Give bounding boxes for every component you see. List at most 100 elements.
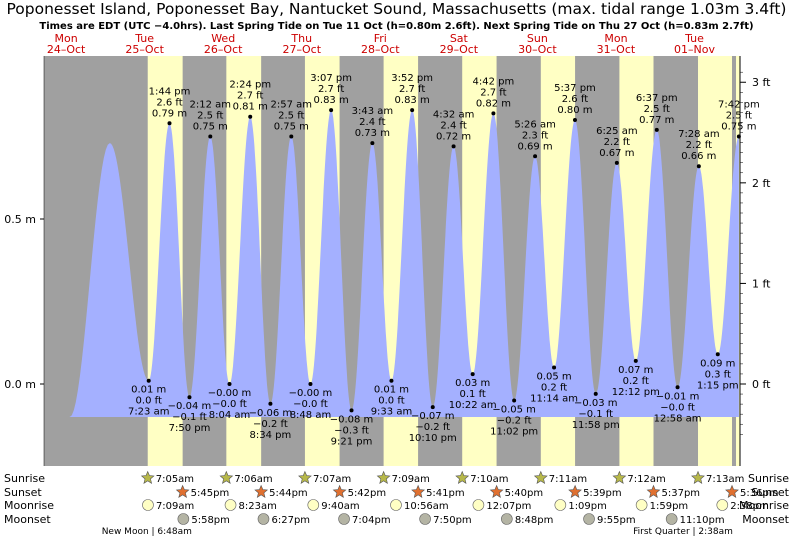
low-tide-meters: 0.01 m (374, 385, 409, 396)
moonset-time-label: 8:48pm (515, 515, 554, 526)
low-tide-meters: −0.01 m (656, 391, 700, 402)
row-label-sunrise: Sunrise (4, 472, 45, 485)
high-tide-time: 4:32 am (433, 109, 475, 120)
high-tide-feet: 2.4 ft (359, 117, 385, 128)
low-tide-feet: −0.2 ft (415, 422, 450, 433)
day-of-week-label: Mon (54, 32, 77, 45)
low-tide-feet: 0.2 ft (623, 376, 649, 387)
sunrise-time-label: 7:11am (549, 474, 587, 485)
high-tide-point (451, 144, 456, 149)
sunrise-icon (691, 470, 705, 484)
moonrise-icon (635, 499, 648, 511)
low-tide-point (187, 395, 192, 400)
high-tide-time: 2:24 pm (229, 80, 271, 91)
sunrise-icon (298, 470, 312, 484)
high-tide-feet: 2.7 ft (399, 84, 425, 95)
date-label: 27–Oct (282, 43, 321, 56)
high-tide-feet: 2.5 ft (278, 111, 304, 122)
moonrise-icon (390, 499, 402, 511)
high-tide-feet: 2.7 ft (237, 91, 263, 102)
moonrise-icon (716, 499, 729, 511)
row-label-sunset-right: Sunset (751, 486, 789, 499)
high-tide-time: 6:37 pm (636, 93, 678, 104)
sunset-icon (332, 484, 347, 498)
low-tide-time: 11:58 pm (572, 420, 620, 431)
moonrise-time-label: 10:56am (404, 501, 449, 512)
high-tide-meters: 0.75 m (274, 122, 309, 133)
moonrise-time-label: 1:59pm (650, 501, 689, 512)
sunrise-icon (612, 470, 627, 484)
date-label: 29–Oct (440, 43, 479, 56)
low-tide-time: 8:48 am (290, 410, 332, 421)
low-tide-meters: −0.00 m (208, 388, 252, 399)
low-tide-point (715, 352, 720, 357)
low-tide-time: 8:04 am (209, 410, 251, 421)
sunrise-time-label: 7:05am (156, 474, 194, 485)
right-axis-tick-label: 1 ft (752, 277, 771, 290)
high-tide-meters: 0.83 m (395, 95, 430, 106)
sunset-icon (489, 484, 504, 498)
high-tide-point (208, 134, 213, 139)
row-label-sunrise-right: Sunrise (748, 472, 789, 485)
sunset-icon (646, 484, 661, 498)
low-tide-feet: −0.2 ft (253, 419, 288, 430)
low-tide-point (227, 382, 232, 386)
sunrise-icon (533, 470, 548, 484)
high-tide-point (654, 127, 659, 132)
left-axis-tick-label: 0.0 m (4, 378, 36, 391)
high-tide-point (491, 111, 496, 116)
low-tide-meters: −0.05 m (492, 405, 536, 416)
high-tide-point (248, 114, 253, 119)
high-tide-feet: 2.5 ft (197, 111, 223, 122)
high-tide-point (696, 164, 701, 169)
low-tide-time: 7:50 pm (169, 423, 211, 434)
high-tide-time: 5:37 pm (554, 83, 596, 94)
moonset-icon (177, 513, 190, 525)
day-of-week-label: Sat (450, 32, 469, 45)
sunset-icon (411, 484, 426, 498)
sunset-icon (254, 484, 269, 498)
moon-phase-label: New Moon | 6:48am (102, 527, 192, 537)
moonset-time-label: 5:58pm (191, 515, 230, 526)
sunrise-time-label: 7:06am (234, 474, 272, 485)
high-tide-feet: 2.7 ft (318, 84, 344, 95)
low-tide-point (552, 365, 557, 370)
low-tide-meters: −0.04 m (168, 401, 212, 412)
high-tide-point (410, 108, 415, 113)
high-tide-feet: 2.2 ft (686, 140, 712, 151)
low-tide-meters: −0.00 m (289, 388, 333, 399)
low-tide-meters: 0.09 m (700, 358, 735, 369)
date-label: 01–Nov (674, 43, 715, 56)
sunrise-icon (219, 470, 234, 484)
row-label-moonrise-right: Moonrise (739, 499, 789, 512)
moonset-time-label: 7:04pm (352, 515, 391, 526)
high-tide-meters: 0.79 m (152, 108, 187, 119)
high-tide-time: 7:28 am (678, 129, 720, 140)
moonrise-icon (554, 499, 567, 511)
right-axis-tick-label: 2 ft (752, 177, 771, 190)
date-label: 30–Oct (518, 43, 557, 56)
low-tide-feet: 0.3 ft (705, 369, 731, 380)
moonrise-time-label: 2:38pm (730, 501, 769, 512)
sunset-icon (725, 484, 739, 498)
moonrise-time-label: 12:07pm (486, 501, 531, 512)
low-tide-time: 7:23 am (128, 407, 170, 418)
moon-phase-label: First Quarter | 2:38am (633, 527, 733, 537)
high-tide-point (329, 108, 334, 113)
moonset-time-label: 11:10pm (680, 515, 725, 526)
low-tide-meters: −0.06 m (249, 408, 293, 419)
sunrise-icon (376, 470, 391, 484)
low-tide-point (593, 391, 598, 396)
low-tide-meters: 0.01 m (131, 385, 166, 396)
date-label: 25–Oct (125, 43, 164, 56)
low-tide-feet: 0.0 ft (378, 396, 404, 407)
sunset-time-label: 5:40pm (505, 488, 544, 499)
high-tide-feet: 2.2 ft (604, 137, 630, 148)
moonrise-icon (142, 499, 154, 511)
low-tide-time: 12:58 am (654, 413, 702, 424)
row-label-sunset: Sunset (4, 486, 42, 499)
low-tide-time: 9:21 pm (331, 436, 373, 447)
high-tide-time: 2:57 am (271, 100, 313, 111)
low-tide-feet: −0.0 ft (212, 399, 247, 410)
moonset-icon (338, 513, 350, 525)
